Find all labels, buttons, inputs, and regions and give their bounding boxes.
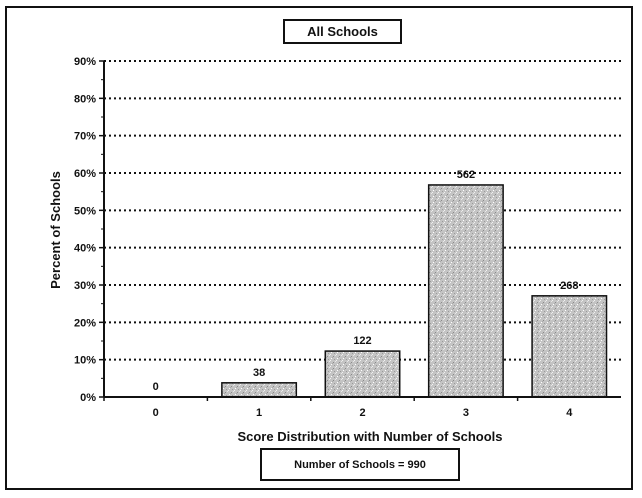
y-tick-label: 0% <box>80 392 96 404</box>
x-tick-label: 2 <box>359 407 365 419</box>
bar-data-label: 38 <box>253 367 265 379</box>
bar-data-label: 268 <box>560 280 578 292</box>
chart-title: All Schools <box>283 19 402 44</box>
labels: 0% 10% 20% 30% 40% 50% 60% 70% 80% 90% 0 0 38 1 122 2 56… <box>74 56 579 419</box>
y-tick-label: 40% <box>74 243 96 255</box>
bar-score-4 <box>531 295 608 398</box>
x-tick-label: 0 <box>153 407 159 419</box>
bar-score-1 <box>221 382 298 398</box>
x-axis-title: Score Distribution with Number of School… <box>237 429 502 444</box>
bars <box>221 184 608 398</box>
x-tick-label: 4 <box>566 407 573 419</box>
bar-data-label: 0 <box>153 381 159 393</box>
axes <box>99 60 621 401</box>
y-tick-label: 10% <box>74 355 96 367</box>
bar-data-label: 122 <box>353 335 371 347</box>
y-tick-label: 50% <box>74 205 96 217</box>
y-axis-title: Percent of Schools <box>48 171 63 289</box>
y-tick-label: 70% <box>74 131 96 143</box>
bar-score-2 <box>324 350 401 398</box>
gridlines <box>104 60 621 361</box>
y-tick-label: 60% <box>74 168 96 180</box>
y-tick-label: 80% <box>74 93 96 105</box>
y-tick-label: 30% <box>74 280 96 292</box>
x-tick-label: 1 <box>256 407 262 419</box>
bar-score-3 <box>427 184 504 398</box>
y-tick-label: 90% <box>74 56 96 68</box>
bar-data-label: 562 <box>457 169 475 181</box>
x-tick-label: 3 <box>463 407 469 419</box>
school-count-note: Number of Schools = 990 <box>260 448 460 481</box>
y-tick-label: 20% <box>74 317 96 329</box>
